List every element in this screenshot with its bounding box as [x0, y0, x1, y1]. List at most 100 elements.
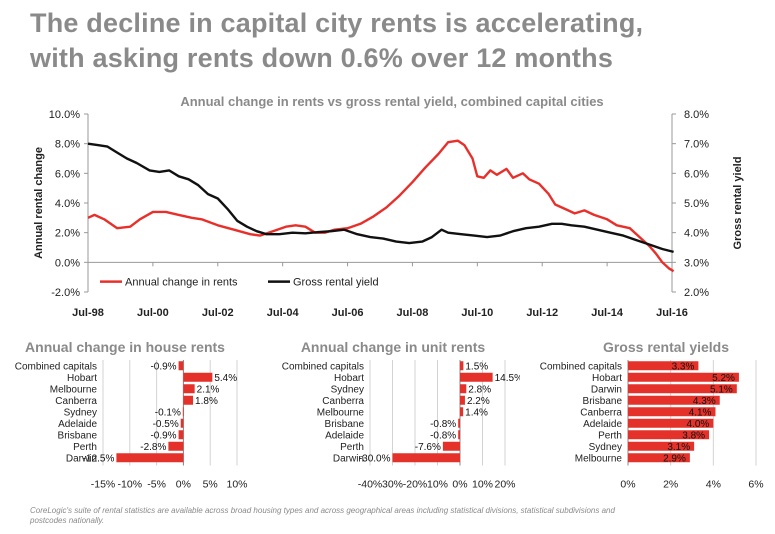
bar-value-label: 3.8%	[682, 430, 705, 441]
category-label: Adelaide	[58, 419, 97, 430]
x-tick-label: Jul-14	[591, 307, 624, 319]
bar-value-label: 2.1%	[197, 384, 220, 395]
bar-value-label: 1.8%	[195, 396, 218, 407]
bar-value-label: -7.6%	[415, 442, 441, 453]
category-label: Sydney	[64, 407, 97, 418]
category-label: Sydney	[331, 384, 364, 395]
x-tick-label: 30%	[382, 479, 403, 491]
x-tick-label: Jul-16	[656, 307, 688, 319]
bar-chart-title: Annual change in unit rents	[301, 339, 486, 355]
category-label: Canberra	[55, 396, 97, 407]
x-tick-label: 5%	[203, 479, 218, 491]
category-label: Darwin	[591, 384, 622, 395]
x-tick-label: -40%	[358, 479, 383, 491]
x-tick-label: Jul-02	[202, 307, 234, 319]
bar	[628, 372, 739, 382]
y-tick-label: 10.0%	[49, 109, 80, 121]
bar-value-label: 3.3%	[672, 361, 695, 372]
y-tick-label: 0.0%	[55, 257, 80, 269]
bar-value-label: -0.9%	[150, 430, 176, 441]
bar-value-label: 5.4%	[214, 373, 237, 384]
y2-tick-label: 6.0%	[684, 168, 709, 180]
bar	[182, 407, 184, 417]
bar	[392, 453, 460, 463]
bar-value-label: 5.1%	[710, 384, 733, 395]
bar	[628, 407, 716, 417]
headline-line-2: with asking rents down 0.6% over 12 mont…	[30, 43, 614, 73]
y-axis-title: Annual rental change	[33, 147, 45, 259]
gross-yields-bar-chart: Gross rental yields 0% 2% 4% 6% Combined capi…	[540, 339, 764, 491]
bar	[178, 430, 184, 440]
rents-vs-yield-line-chart: Annual change in rents vs gross rental y…	[33, 94, 744, 319]
category-label: Combined capitals	[15, 361, 97, 372]
bar	[460, 384, 467, 394]
x-tick-label: -10%	[118, 479, 143, 491]
bar-value-label: 1.4%	[465, 407, 488, 418]
bar	[442, 441, 460, 451]
headline-line-1: The decline in capital city rents is acc…	[30, 8, 644, 38]
bar-value-label: 4.0%	[687, 419, 710, 430]
bar-value-label: 2.9%	[663, 453, 686, 464]
bar-value-label: -0.8%	[430, 430, 456, 441]
bar	[628, 384, 737, 394]
category-label: Adelaide	[583, 419, 622, 430]
bar-value-label: 14.5%	[495, 373, 520, 384]
category-label: Perth	[73, 442, 97, 453]
category-label: Darwin	[333, 453, 364, 464]
y2-tick-label: 7.0%	[684, 139, 709, 151]
bar	[628, 395, 720, 405]
y2-tick-label: 4.0%	[684, 228, 709, 240]
bar-value-label: 4.1%	[689, 407, 712, 418]
bar	[460, 395, 465, 405]
bar	[183, 384, 195, 394]
bar-value-label: -0.5%	[153, 419, 179, 430]
x-tick-label: Jul-04	[267, 307, 300, 319]
bar-value-label: -0.8%	[430, 419, 456, 430]
bar-value-label: -0.9%	[150, 361, 176, 372]
category-label: Combined capitals	[282, 361, 364, 372]
bar	[460, 361, 464, 371]
main-chart-title: Annual change in rents vs gross rental y…	[180, 94, 603, 109]
bar	[168, 441, 184, 451]
x-tick-label: 6%	[748, 479, 763, 491]
bar-value-label: -30.0%	[359, 453, 391, 464]
x-tick-label: -5%	[147, 479, 166, 491]
y2-tick-label: 2.0%	[684, 287, 709, 299]
x-tick-label: -20%	[403, 479, 428, 491]
bar	[628, 441, 695, 451]
category-label: Brisbane	[583, 396, 623, 407]
x-tick-label: Jul-12	[526, 307, 558, 319]
bar	[460, 407, 464, 417]
footnote: CoreLogic's suite of rental statistics a…	[30, 506, 615, 525]
category-label: Melbourne	[575, 453, 623, 464]
bar-value-label: -12.5%	[83, 453, 115, 464]
category-label: Perth	[598, 430, 622, 441]
bar-value-label: 2.8%	[468, 384, 491, 395]
bar	[628, 361, 699, 371]
bar	[458, 418, 460, 428]
category-label: Sydney	[589, 442, 622, 453]
bar-value-label: 5.2%	[712, 373, 735, 384]
category-label: Canberra	[322, 396, 364, 407]
x-tick-label: Jul-00	[137, 307, 169, 319]
category-label: Brisbane	[58, 430, 98, 441]
bar	[458, 430, 460, 440]
y-tick-label: 6.0%	[55, 168, 80, 180]
category-label: Hobart	[592, 373, 622, 384]
bar-value-label: 2.2%	[467, 396, 490, 407]
y-tick-label: 4.0%	[55, 198, 80, 210]
bar	[628, 418, 714, 428]
bar-value-label: -2.8%	[140, 442, 166, 453]
x-tick-label: 2%	[663, 479, 678, 491]
bar	[180, 418, 184, 428]
category-label: Perth	[340, 442, 364, 453]
category-label: Hobart	[334, 373, 364, 384]
house-rents-bar-chart: Annual change in house rents -15% -10% -5% 0…	[15, 339, 248, 491]
bar-value-label: 4.3%	[693, 396, 716, 407]
category-label: Hobart	[67, 373, 97, 384]
y2-tick-label: 5.0%	[684, 198, 709, 210]
bar-chart-title: Gross rental yields	[603, 339, 729, 355]
bar	[628, 430, 710, 440]
x-tick-label: Jul-10	[461, 307, 493, 319]
category-label: Combined capitals	[540, 361, 622, 372]
